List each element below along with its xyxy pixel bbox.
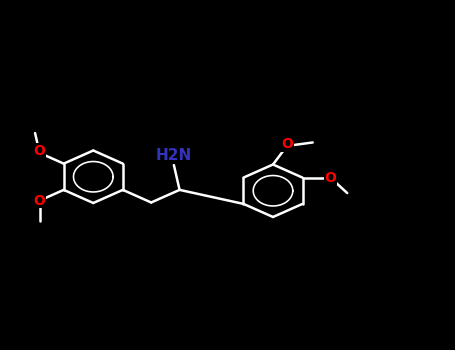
Text: O: O — [34, 194, 46, 208]
Text: O: O — [324, 171, 336, 185]
Text: O: O — [281, 137, 293, 151]
Text: H2N: H2N — [156, 148, 192, 163]
Text: O: O — [34, 144, 46, 158]
